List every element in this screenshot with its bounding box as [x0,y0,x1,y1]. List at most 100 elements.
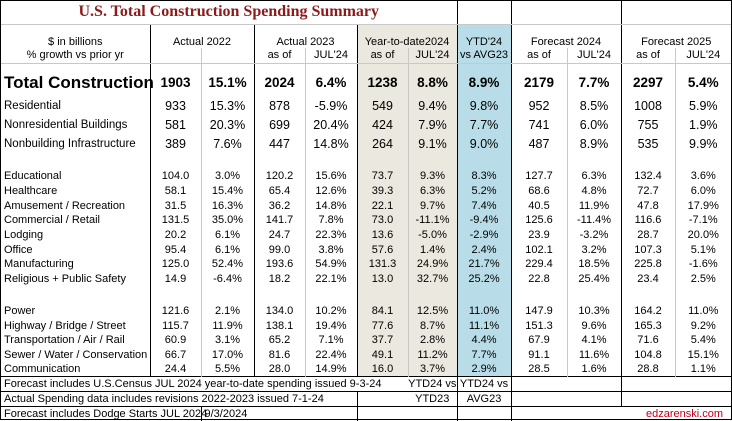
actual-2023-value: 193.6 [254,257,306,272]
actual-2022-growth: 15.1% [201,63,255,96]
ytd-2024-value: 424 [357,115,409,134]
actual-2022-value: 20.2 [150,227,202,243]
forecast-2025-value: 2297 [621,63,676,96]
table-row: Power 121.6 2.1% 134.0 10.2% 84.1 12.5% 11.0% 14… [1,303,731,319]
forecast-2025-value: 104.8 [621,347,676,363]
forecast-2024-value: 487 [511,134,568,153]
forecast-2024-value: 22.8 [511,271,568,287]
forecast-2025-growth: 2.5% [690,273,716,286]
forecast-2025-growth: 5.4% [690,334,716,347]
empty-cell [567,153,622,169]
ytd-vs-avg23: 25.2% [457,271,512,287]
actual-2022-growth: 15.4% [201,183,255,199]
empty-cell [150,153,202,169]
forecast-2025-growth: 9.9% [689,136,718,151]
title-row: U.S. Total Construction Spending Summary [1,1,732,25]
table-row: Sewer / Water / Conservation 66.7 17.0% 81.… [1,347,731,363]
forecast-2025-value: 164.2 [621,303,676,319]
table-row: Communication 24.4 5.5% 28.0 14.9% 16.0 3.7% 2.… [1,362,731,377]
actual-2023-value: 65.4 [254,183,306,199]
ytd23-label: YTD23 [408,391,458,407]
empty-cell [357,153,409,169]
forecast-2025-growth: 1.9% [689,117,718,132]
table-row: Residential 933 15.3% 878 -5.9% 549 9.4% 9.8% 95… [1,96,731,115]
actual-2023-value: 138.1 [254,318,306,333]
actual-2023-growth: -5.9% [305,96,358,115]
ytd-2024-value: 13.6 [357,227,409,243]
actual-2023-growth: 14.9% [305,362,358,377]
ytd-2024-value: 13.0 [357,271,409,287]
actual-2023-value: 699 [254,115,306,134]
actual-2023-growth: 10.2% [305,303,358,319]
ytd-2024-value: 22.1 [357,198,409,214]
row-label: Healthcare [1,183,151,199]
table-row: Educational 104.0 3.0% 120.2 15.6% 73.7 9.3% 8.… [1,169,731,184]
col-actual-2022: Actual 2022 [150,24,255,48]
empty-cell [621,391,732,407]
ytd-2024-growth: 7.9% [408,115,458,134]
empty-cell [621,153,676,169]
actual-2023-growth: 3.8% [305,242,358,258]
ytd-2024-value: 37.7 [357,332,409,348]
ytd-2024-growth: 9.1% [408,134,458,153]
brand-watermark: edzarenski.com [511,405,732,421]
row-label: Power [1,303,151,319]
ytd-2024-value: 73.0 [357,213,409,228]
forecast-2024-growth: 8.9% [567,134,622,153]
forecast-2025-growth: 5.4% [687,75,719,91]
actual-2022-growth: 2.1% [201,303,255,319]
ytd-vs-avg23: 7.7% [457,115,512,134]
table-row: Lodging 20.2 6.1% 24.7 22.3% 13.6 -5.0% -2.9% 23… [1,227,731,243]
forecast-2025-value: 535 [621,134,676,153]
ytd-vs-avg23: 7.7% [457,347,512,363]
empty-cell [305,286,358,304]
empty-cell [511,153,568,169]
row-label: Residential [1,96,151,115]
ytd-vs-avg23: 8.3% [457,169,512,184]
actual-2023-value: 141.7 [254,213,306,228]
row-label: Educational [1,169,151,184]
as-of-label: as of [621,48,676,64]
actual-2023-growth: 22.4% [305,347,358,363]
actual-2022-value: 1903 [150,63,202,96]
col-ytd-2024: Year-to-date2024 [357,24,458,48]
row-label: Office [1,242,151,258]
actual-2022-growth: 52.4% [201,257,255,272]
actual-2022-growth: 20.3% [201,115,255,134]
forecast-2024-growth: 4.1% [567,332,622,348]
forecast-2025-value: 107.3 [621,242,676,258]
actual-2023-growth: 7.8% [305,213,358,228]
empty-cell [1,286,151,304]
forecast-2025-value: 28.8 [621,362,676,377]
row-label: Amusement / Recreation [1,198,151,214]
forecast-2024-growth: 7.7% [567,63,622,96]
forecast-2025-value: 116.6 [621,213,676,228]
ytd-2024-growth: -11.1% [408,213,458,228]
ytd-2024-growth: 32.7% [408,271,458,287]
col-forecast-2024: Forecast 2024 [511,24,622,48]
ytd-2024-growth: 9.4% [408,96,458,115]
col-forecast-2025: Forecast 2025 [641,36,712,48]
as-of-label: as of [254,48,306,64]
forecast-2024-growth: 1.6% [567,362,622,377]
forecast-2025-value: 23.4 [621,271,676,287]
actual-2022-value: 60.9 [150,332,202,348]
forecast-2025-growth: 9.2% [690,319,716,332]
footer-row: Forecast includes U.S.Census JUL 2024 ye… [1,376,732,392]
actual-2022-growth: 35.0% [201,213,255,228]
ytd-2024-growth: 11.2% [408,347,458,363]
forecast-2025-growth: -1.6% [688,258,718,271]
empty-cell [621,1,732,25]
forecast-2024-growth: 10.3% [567,303,622,319]
ytd-2024-growth: 1.4% [408,242,458,258]
forecast-2025-growth: 20.0% [687,229,719,242]
ytd-2024-growth: 12.5% [408,303,458,319]
forecast-2025-growth: 5.9% [689,98,718,113]
forecast-2025-growth: 17.9% [687,199,719,212]
table-row: Highway / Bridge / Street 115.7 11.9% 138.1… [1,318,731,333]
forecast-2024-growth: 4.8% [567,183,622,199]
actual-2022-growth: 7.6% [201,134,255,153]
row-label: Nonresidential Buildings [1,115,151,134]
footer-note-dodge: Forecast includes Dodge Starts JUL 2024 [1,405,207,421]
